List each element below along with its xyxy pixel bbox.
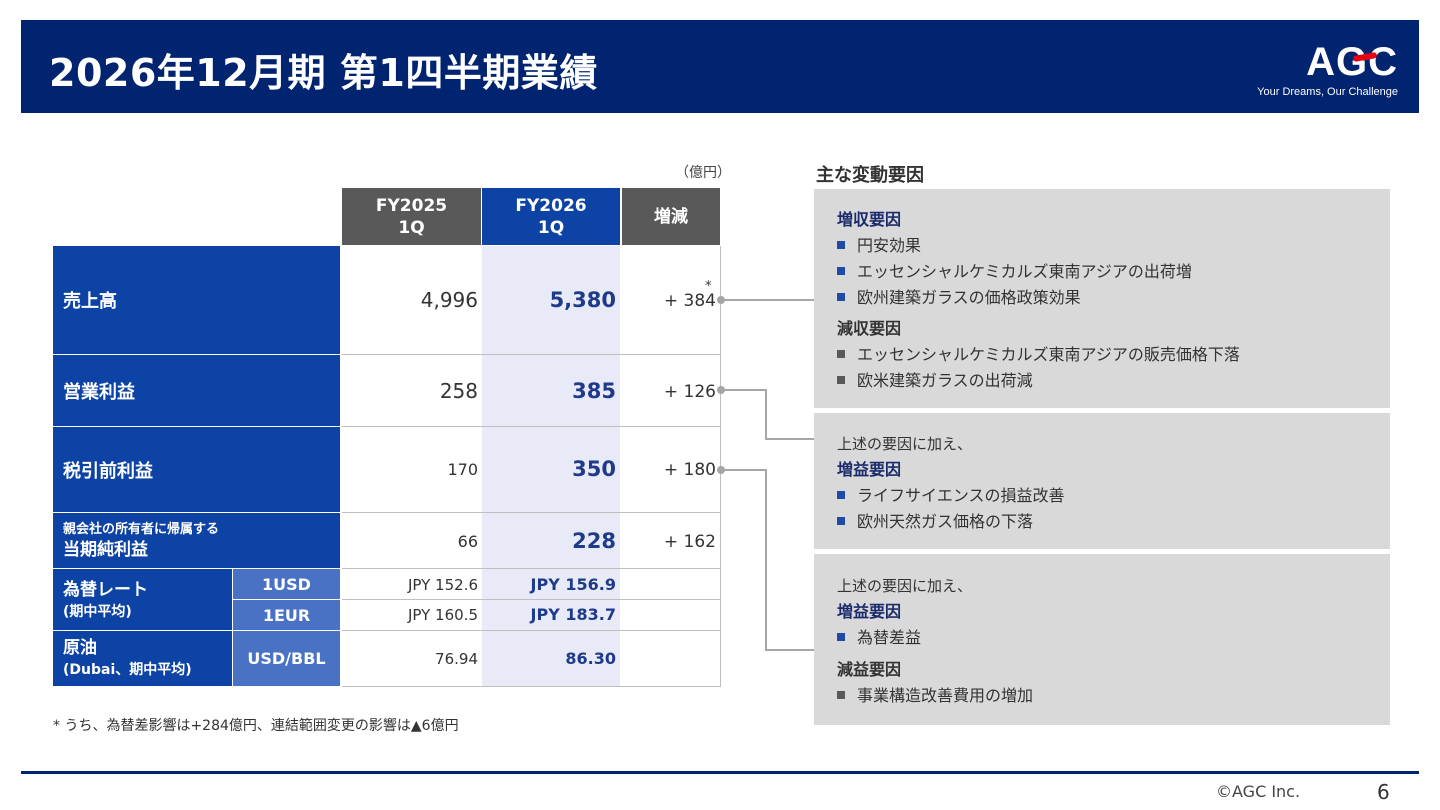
list-item: 欧米建築ガラスの出荷減 xyxy=(837,368,1390,394)
column-header-diff: 増減 xyxy=(622,188,720,245)
connector-dot xyxy=(717,466,725,474)
list-item: 為替差益 xyxy=(837,625,1390,651)
row-divider xyxy=(342,426,720,427)
op-fy2026: 385 xyxy=(572,379,616,403)
op-increase-heading: 増益要因 xyxy=(837,460,902,479)
row-divider xyxy=(342,354,720,355)
bullet-icon xyxy=(837,517,845,525)
sales-increase-heading: 増収要因 xyxy=(837,210,902,229)
row-label-net-profit-main: 当期純利益 xyxy=(63,539,148,560)
row-divider xyxy=(342,512,720,513)
sales-fy2026: 5,380 xyxy=(549,288,616,312)
connector-dot xyxy=(717,386,725,394)
bullet-icon xyxy=(837,350,845,358)
unit-label: （億円） xyxy=(675,165,731,181)
bullet-icon xyxy=(837,376,845,384)
fx-label: 為替レート xyxy=(63,579,148,600)
column-header-fy2026: FY2026 1Q xyxy=(482,188,620,245)
fx-eur-fy2025: JPY 160.5 xyxy=(407,606,478,624)
connector-op xyxy=(721,389,814,440)
list-item: 円安効果 xyxy=(837,233,1390,259)
row-label-net-profit-small: 親会社の所有者に帰属する xyxy=(63,521,220,537)
fx-usd-fy2025: JPY 152.6 xyxy=(407,576,478,594)
page-number: 6 xyxy=(1377,780,1390,804)
fx-usd-fy2026: JPY 156.9 xyxy=(530,575,616,594)
footer-divider xyxy=(21,771,1419,774)
oil-unit: USD/BBL xyxy=(233,631,340,686)
bullet-icon xyxy=(837,293,845,301)
pretax-fy2026: 350 xyxy=(572,457,616,481)
operating-profit-factors-box: 上述の要因に加え、 増益要因 ライフサイエンスの損益改善 欧州天然ガス価格の下落 xyxy=(814,413,1390,549)
op-diff: + 126 xyxy=(663,382,716,402)
row-divider xyxy=(342,630,720,631)
copyright: ©AGC Inc. xyxy=(1216,782,1301,801)
table-bottom-border xyxy=(342,686,720,687)
sales-decrease-heading: 減収要因 xyxy=(837,319,902,338)
oil-fy2025: 76.94 xyxy=(435,650,478,668)
list-item: エッセンシャルケミカルズ東南アジアの出荷増 xyxy=(837,259,1390,285)
pretax-decrease-heading: 減益要因 xyxy=(837,660,902,679)
sales-factors-box: 増収要因 円安効果 エッセンシャルケミカルズ東南アジアの出荷増 欧州建築ガラスの… xyxy=(814,189,1390,408)
oil-fy2026: 86.30 xyxy=(565,649,616,668)
pretax-intro: 上述の要因に加え、 xyxy=(837,577,973,595)
logo-tagline: Your Dreams, Our Challenge xyxy=(1257,86,1398,98)
pretax-fy2025: 170 xyxy=(447,460,478,479)
list-item: ライフサイエンスの損益改善 xyxy=(837,483,1390,509)
logo-text: AGC xyxy=(1306,40,1398,84)
agc-logo: AGC Your Dreams, Our Challenge xyxy=(1248,42,1398,98)
bullet-icon xyxy=(837,241,845,249)
list-item: 欧州天然ガス価格の下落 xyxy=(837,509,1390,535)
fx-unit-usd: 1USD xyxy=(233,569,340,599)
net-fy2026: 228 xyxy=(572,529,616,553)
factors-title: 主な変動要因 xyxy=(816,165,924,186)
connector-pretax xyxy=(721,469,814,651)
page-title: 2026年12月期 第1四半期業績 xyxy=(49,51,598,95)
sales-footnote-mark: * xyxy=(705,279,712,294)
oil-label-sub: (Dubai、期中平均) xyxy=(63,661,192,678)
net-fy2025: 66 xyxy=(457,532,478,551)
list-item: 欧州建築ガラスの価格政策効果 xyxy=(837,285,1390,311)
fx-label-sub: (期中平均) xyxy=(63,603,132,620)
row-label-oil: 原油 (Dubai、期中平均) xyxy=(53,631,232,686)
list-item: エッセンシャルケミカルズ東南アジアの販売価格下落 xyxy=(837,342,1390,368)
fx-eur-fy2026: JPY 183.7 xyxy=(530,605,616,624)
bullet-icon xyxy=(837,491,845,499)
row-label-operating-profit: 営業利益 xyxy=(53,355,340,426)
footnote: * うち、為替差影響は+284億円、連結範囲変更の影響は▲6億円 xyxy=(53,718,459,734)
sales-fy2025: 4,996 xyxy=(420,288,478,312)
pretax-diff: + 180 xyxy=(663,460,716,480)
row-label-net-profit: 親会社の所有者に帰属する 当期純利益 xyxy=(53,513,340,568)
column-header-fy2025: FY2025 1Q xyxy=(342,188,481,245)
op-intro: 上述の要因に加え、 xyxy=(837,435,973,453)
row-label-pretax-profit: 税引前利益 xyxy=(53,427,340,512)
bullet-icon xyxy=(837,691,845,699)
fy2026-column-highlight xyxy=(482,246,620,686)
op-fy2025: 258 xyxy=(439,379,478,403)
logo-mark: AGC xyxy=(1306,42,1398,82)
title-bar: 2026年12月期 第1四半期業績 AGC Your Dreams, Our C… xyxy=(21,20,1419,113)
row-label-fx: 為替レート (期中平均) xyxy=(53,569,232,630)
oil-label: 原油 xyxy=(63,637,97,658)
row-label-sales: 売上高 xyxy=(53,246,340,354)
net-diff: + 162 xyxy=(663,532,716,552)
row-divider xyxy=(342,599,720,600)
pretax-increase-heading: 増益要因 xyxy=(837,602,902,621)
fx-unit-eur: 1EUR xyxy=(233,600,340,630)
list-item: 事業構造改善費用の増加 xyxy=(837,683,1390,709)
bullet-icon xyxy=(837,633,845,641)
pretax-profit-factors-box: 上述の要因に加え、 増益要因 為替差益 減益要因 事業構造改善費用の増加 xyxy=(814,554,1390,725)
connector-dot xyxy=(717,296,725,304)
row-divider xyxy=(342,568,720,569)
bullet-icon xyxy=(837,267,845,275)
sales-diff: + 384 xyxy=(663,291,716,311)
